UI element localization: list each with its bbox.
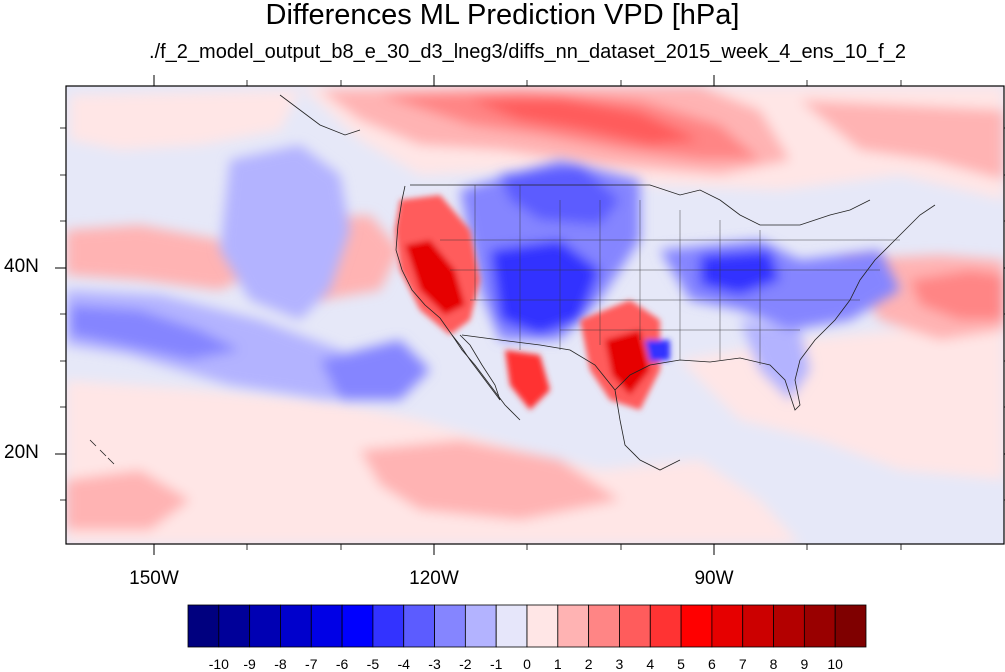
colorbar-cell [280,604,312,648]
us-west-coast [395,185,521,421]
colorbar-label: 5 [677,656,685,672]
colorbar-label: -1 [489,656,503,672]
colorbar-cell [464,604,497,648]
colorbar-cell [649,604,682,648]
anomaly-pacific-pink-band [66,225,260,290]
alaska-coast [279,94,361,136]
colorbar-cell [711,604,744,648]
anomaly-north-pacific-pink [70,90,300,150]
anomaly-california-darkred [405,240,465,315]
lat-label-20n: 20N [4,442,39,463]
colorbar-label: -4 [397,656,410,672]
colorbar-label: 2 [584,656,593,672]
colorbar-cell [310,604,343,648]
anomaly-texas-darkred [605,330,650,395]
colorbar-cell [742,604,774,648]
lon-label-120w: 120W [409,568,459,589]
lon-label-90w: 90W [694,568,734,589]
colorbar-cell [834,604,867,648]
colorbar-cell [680,604,713,648]
colorbar-label: -6 [335,656,349,672]
colorbar-cell [218,604,251,648]
colorbar-label: 8 [769,656,778,672]
colorbar-label: -7 [305,656,318,672]
colorbar-label: 0 [523,656,531,672]
colorbar-label: 4 [646,656,655,672]
anomaly-us-north-blue [500,165,620,225]
lon-label-150w: 150W [129,568,179,589]
baja-california [451,334,501,401]
us-mexico-border [461,334,616,391]
chart-subtitle: ./f_2_model_output_b8_e_30_d3_lneg3/diff… [149,41,906,63]
colorbar-cell [773,604,805,648]
anomaly-mexico-red [505,350,550,410]
colorbar-cell [341,604,374,648]
anomaly-atlantic-red [910,270,1004,320]
colorbar-label: 10 [827,656,843,672]
anomaly-us-southeast-blue [740,320,810,400]
mexico-gulf-coast [614,389,681,471]
chart-title: Differences ML Prediction VPD [hPa] [265,0,740,31]
anomaly-texas-gulf-blue [645,340,670,362]
colorbar-label: 3 [615,656,624,672]
colorbar-label: -2 [459,656,472,672]
colorbar-cell [557,604,590,648]
axis-ticks [55,75,1005,555]
colorbar-cell [526,604,559,648]
hawaii [89,439,115,465]
colorbar-label: 6 [708,656,716,672]
colorbar-cell [495,604,528,648]
colorbar-cell [434,604,466,648]
lat-label-40n: 40N [4,256,39,277]
anomaly-field [66,86,1004,544]
colorbar-cell [403,604,435,648]
coastlines [89,94,936,471]
axis-minor-ticks [60,80,1005,550]
colorbar-cell [249,604,281,648]
anomaly-pacific-blue-west-dark [70,305,240,360]
anomaly-us-rockies-blue [490,240,600,335]
anomaly-pacific-blue-arc [220,145,350,320]
colorbar-label: 9 [800,656,809,672]
colorbar-label: -8 [274,656,287,672]
anomaly-south-pacific-salmon2 [66,470,190,530]
colorbar-cell [187,604,220,648]
colorbar-label: -10 [208,656,229,672]
colorbar-label: 1 [553,656,562,672]
colorbar-label: 7 [738,656,747,672]
colorbar-cell [372,604,405,648]
anomaly-north-canada-darkred [470,98,700,145]
colorbar-label: -9 [243,656,256,672]
colorbar-label: -3 [428,656,441,672]
colorbar-cell [588,604,620,648]
state-borders [440,185,900,365]
anomaly-south-pacific-salmon [360,440,620,520]
gulf-coast [614,357,801,411]
colorbar-label: -5 [366,656,380,672]
anomaly-east-canada-pink [800,100,1004,180]
anomaly-pacific-blue-mid [320,340,430,400]
map-frame [65,85,1005,545]
colorbar-cell [619,604,651,648]
us-canada-border [410,184,871,226]
colorbar-cell [803,604,836,648]
